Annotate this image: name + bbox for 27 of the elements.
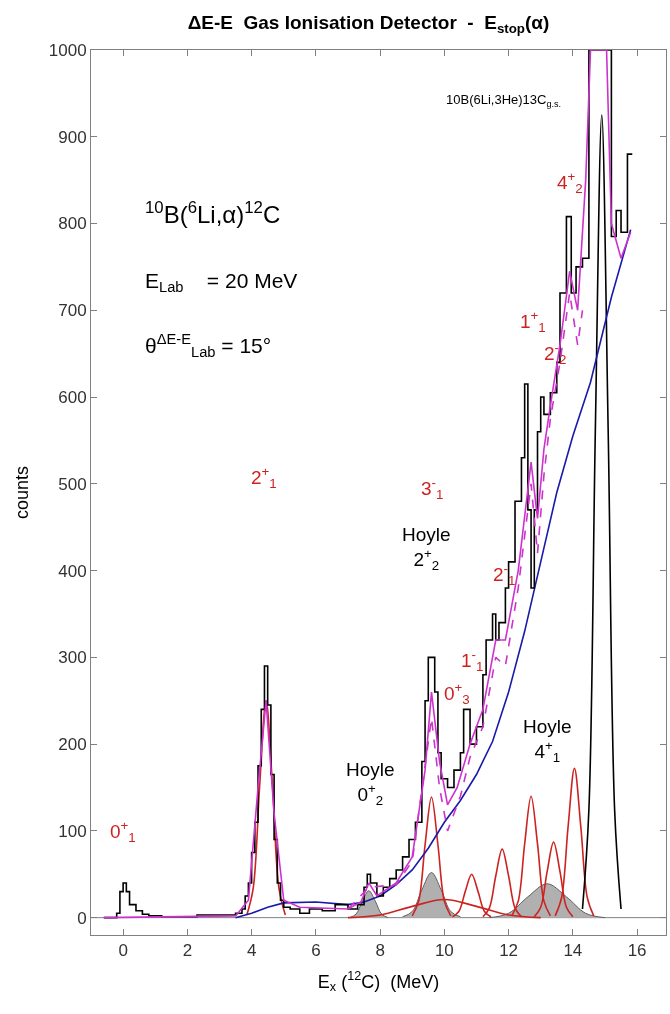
y-tick-label: 500 bbox=[58, 474, 87, 494]
y-tick-label: 200 bbox=[58, 735, 87, 755]
x-tick-label: 12 bbox=[499, 941, 519, 961]
y-tick-label: 800 bbox=[58, 214, 87, 234]
y-axis-title: counts bbox=[11, 465, 32, 520]
y-tick-label: 400 bbox=[58, 561, 87, 581]
y-tick-label: 700 bbox=[58, 301, 87, 321]
x-tick-label: 14 bbox=[563, 941, 583, 961]
x-tick-label: 2 bbox=[182, 941, 193, 961]
y-tick-label: 0 bbox=[77, 908, 87, 928]
text: E$_{Lab}$ = 20 MeV bbox=[145, 269, 298, 296]
annotation: 10B(6Li,3He)13C$_{g.s.}$ bbox=[446, 92, 562, 109]
x-tick-label: 6 bbox=[311, 941, 321, 961]
x-axis-title: E$_{x}$ ($^{12}$C) (MeV) bbox=[317, 968, 440, 995]
x-tick-label: 0 bbox=[118, 941, 128, 961]
y-tick-label: 1000 bbox=[48, 40, 87, 60]
y-tick-label: 300 bbox=[58, 648, 87, 668]
x-tick-label: 4 bbox=[246, 941, 257, 961]
y-tick-label: 600 bbox=[58, 388, 87, 408]
y-tick-label: 900 bbox=[58, 127, 87, 147]
annotation: $^{10}$B($^{6}$Li,α)$^{12}$C bbox=[145, 198, 281, 229]
annotation: θ$^{ΔE-E}$$_{Lab}$ = 15° bbox=[145, 331, 272, 361]
y-tick-label: 100 bbox=[58, 821, 87, 841]
chart-title: ΔE-E Gas Ionisation Detector - E$_{stop}$(α) bbox=[187, 11, 550, 36]
x-tick-label: 8 bbox=[375, 941, 385, 961]
x-tick-label: 10 bbox=[434, 941, 454, 961]
x-tick-label: 16 bbox=[627, 941, 647, 961]
